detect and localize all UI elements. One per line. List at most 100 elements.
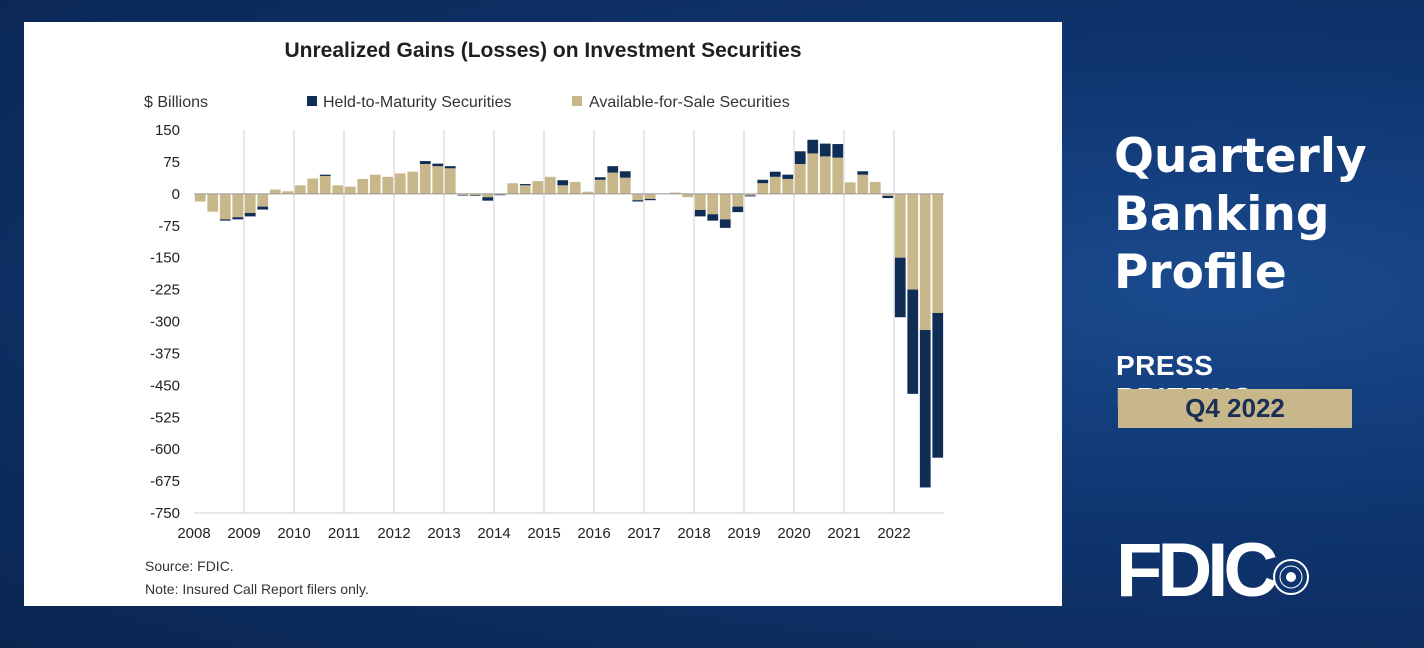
bar-htm <box>857 171 869 175</box>
bar-htm <box>919 330 931 488</box>
bar-afs <box>444 168 456 194</box>
bar-afs <box>932 193 944 313</box>
bar-afs <box>369 174 381 194</box>
bar-afs <box>407 171 419 194</box>
bar-afs <box>469 193 481 196</box>
bar-htm <box>832 144 844 158</box>
y-tick-label: -525 <box>150 409 180 426</box>
fdic-seal-icon <box>1273 559 1309 595</box>
bar-htm <box>557 180 569 186</box>
legend-swatch-afs <box>572 96 582 106</box>
bar-afs <box>307 178 319 194</box>
fdic-logo: FDIC <box>1116 528 1309 613</box>
bar-htm <box>469 195 481 197</box>
side-title-line: Profile <box>1114 245 1287 300</box>
bar-afs <box>557 185 569 194</box>
bar-htm <box>219 219 231 221</box>
bar-afs <box>507 183 519 194</box>
bar-htm <box>744 195 756 197</box>
bar-htm <box>707 214 719 221</box>
bar-htm <box>419 161 431 165</box>
x-tick-label: 2012 <box>377 525 410 542</box>
bar-chart: Unrealized Gains (Losses) on Investment … <box>144 39 944 542</box>
quarter-badge: Q4 2022 <box>1118 389 1352 428</box>
footnote: Note: Insured Call Report filers only. <box>145 581 369 597</box>
bar-htm <box>319 174 331 176</box>
y-tick-label: -75 <box>158 218 180 235</box>
y-axis-ticks: 150 75 0 -75 -150 -225 -300 -375 -450 -525 -600 -67… <box>150 122 180 522</box>
x-tick-label: 2022 <box>877 525 910 542</box>
bar-afs <box>732 193 744 207</box>
bar-htm <box>619 171 631 178</box>
y-tick-label: -450 <box>150 377 180 394</box>
bar-htm <box>732 206 744 213</box>
bar-afs <box>519 185 531 194</box>
side-title: Quarterly Banking Profile <box>1114 128 1414 302</box>
bar-htm <box>457 195 469 196</box>
bar-htm <box>632 200 644 202</box>
side-title-line: Banking <box>1114 187 1330 242</box>
bar-afs <box>482 193 494 198</box>
bar-afs <box>357 178 369 194</box>
gridlines <box>194 130 944 514</box>
x-tick-label: 2016 <box>577 525 610 542</box>
bar-afs <box>457 193 469 196</box>
x-tick-label: 2020 <box>777 525 810 542</box>
bar-afs <box>869 181 881 194</box>
bar-afs <box>232 193 244 218</box>
x-tick-label: 2014 <box>477 525 510 542</box>
y-tick-label: -225 <box>150 282 180 299</box>
bar-afs <box>619 177 631 194</box>
bar-afs <box>207 193 219 212</box>
bar-htm <box>882 195 894 199</box>
bar-afs <box>819 156 831 194</box>
bar-afs <box>894 193 906 258</box>
bar-afs <box>807 153 819 194</box>
bar-afs <box>682 193 694 198</box>
bar-afs <box>244 193 256 213</box>
bar-afs <box>532 181 544 194</box>
bar-htm <box>794 151 806 165</box>
bar-htm <box>232 217 244 220</box>
bar-afs <box>607 172 619 194</box>
bar-htm <box>807 139 819 154</box>
y-tick-label: -600 <box>150 441 180 458</box>
bar-afs <box>257 193 269 207</box>
chart-panel: Unrealized Gains (Losses) on Investment … <box>24 22 1062 606</box>
bar-afs <box>544 176 556 194</box>
bar-afs <box>857 174 869 194</box>
bar-htm <box>719 219 731 228</box>
side-title-line: Quarterly <box>1114 129 1367 184</box>
bar-afs <box>794 164 806 194</box>
x-tick-label: 2011 <box>328 525 360 542</box>
bar-afs <box>694 193 706 211</box>
bar-afs <box>344 186 356 194</box>
bar-htm <box>519 184 531 186</box>
bar-afs <box>882 193 894 196</box>
bar-afs <box>332 185 344 194</box>
bar-afs <box>844 182 856 194</box>
bar-afs <box>744 193 756 196</box>
bar-afs <box>757 183 769 194</box>
source-note: Source: FDIC. <box>145 558 234 574</box>
x-tick-label: 2019 <box>727 525 760 542</box>
x-tick-label: 2009 <box>227 525 260 542</box>
bar-afs <box>294 185 306 194</box>
y-tick-label: -750 <box>150 505 180 522</box>
x-tick-label: 2008 <box>177 525 210 542</box>
legend-label-afs: Available-for-Sale Securities <box>589 94 790 111</box>
bar-htm <box>644 198 656 201</box>
bar-afs <box>582 191 594 194</box>
bar-afs <box>919 193 931 331</box>
x-tick-label: 2010 <box>277 525 310 542</box>
chart-title: Unrealized Gains (Losses) on Investment … <box>285 39 802 62</box>
fdic-logo-text: FDIC <box>1116 528 1278 613</box>
bar-afs <box>669 192 681 194</box>
bar-htm <box>907 289 919 394</box>
bar-htm <box>494 194 506 196</box>
bar-afs <box>219 193 231 220</box>
bar-afs <box>282 191 294 194</box>
y-tick-label: 150 <box>155 122 180 139</box>
bar-afs <box>419 164 431 194</box>
bar-afs <box>907 193 919 290</box>
